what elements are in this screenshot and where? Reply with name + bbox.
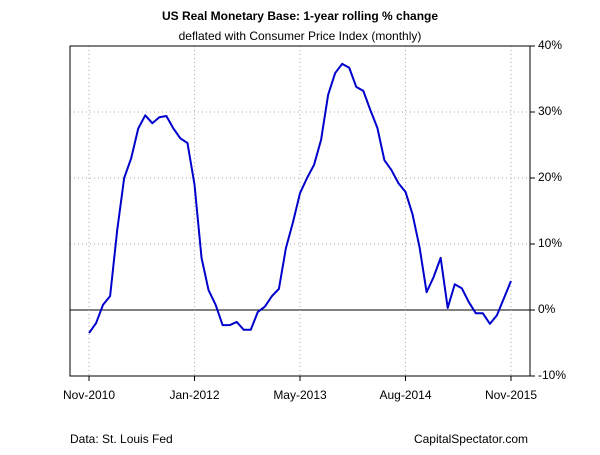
y-tick-label: -10% — [538, 368, 566, 382]
y-tick-label: 10% — [538, 236, 562, 250]
y-tick-label: 40% — [538, 38, 562, 52]
x-tick-label: Nov-2015 — [485, 388, 537, 402]
x-tick-label: Aug-2014 — [379, 388, 431, 402]
x-tick-label: May-2013 — [273, 388, 327, 402]
data-line — [88, 62, 512, 334]
credit: CapitalSpectator.com — [414, 432, 528, 446]
y-tick-label: 0% — [538, 302, 556, 316]
chart-title: US Real Monetary Base: 1-year rolling % … — [162, 9, 438, 23]
plot-frame — [69, 45, 531, 377]
x-tick-label: Jan-2012 — [169, 388, 219, 402]
x-tick-label: Nov-2010 — [63, 388, 115, 402]
chart-subtitle: deflated with Consumer Price Index (mont… — [179, 29, 422, 43]
y-tick-label: 30% — [538, 104, 562, 118]
source: Data: St. Louis Fed — [70, 432, 173, 446]
y-tick-label: 20% — [538, 170, 562, 184]
